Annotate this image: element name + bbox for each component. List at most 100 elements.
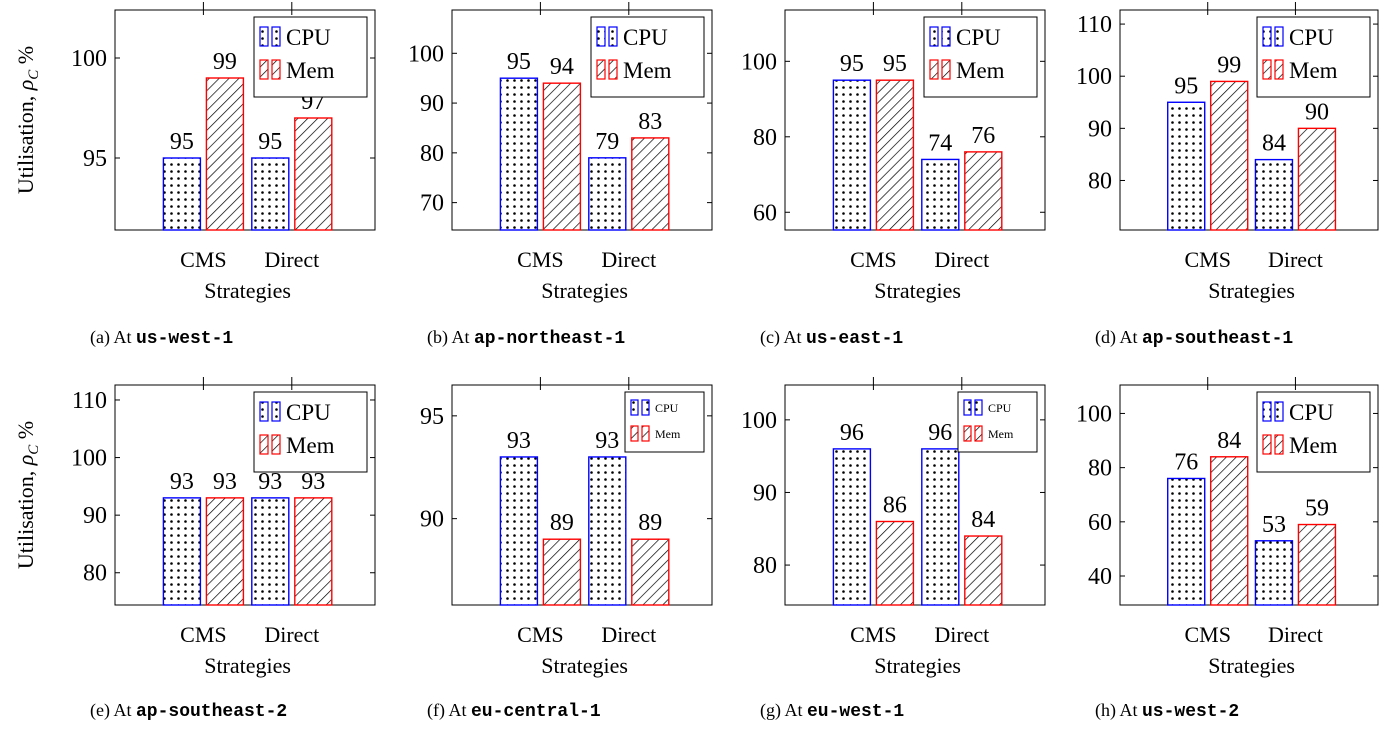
x-tick-label: CMS: [517, 622, 563, 647]
legend-label-mem: Mem: [623, 58, 672, 83]
x-tick-label: CMS: [1184, 247, 1230, 272]
data-label: 84: [1262, 131, 1286, 157]
legend-label-mem: Mem: [286, 433, 335, 458]
legend-swatch-mem: [641, 425, 650, 442]
y-axis-label: Utilisation, ρC %: [13, 421, 42, 569]
legend-label-mem: Mem: [286, 58, 335, 83]
legend-swatch-cpu: [929, 26, 939, 47]
data-label: 93: [595, 428, 619, 454]
legend-swatch-cpu: [1262, 26, 1272, 47]
data-label: 93: [301, 469, 325, 495]
legend-label-cpu: CPU: [655, 401, 679, 415]
legend: CPU Mem: [590, 16, 705, 98]
subfigure-caption: (f) At eu-central-1: [427, 700, 601, 722]
legend: CPU Mem: [923, 16, 1038, 98]
bar-cpu-direct: [1254, 540, 1294, 606]
y-tick-label: 90: [420, 507, 444, 533]
bar-cpu-direct: [588, 456, 627, 606]
y-tick-label: 60: [1088, 510, 1112, 536]
legend-label-mem: Mem: [1289, 58, 1338, 83]
bar-mem-cms: [1210, 80, 1249, 231]
legend-label-mem: Mem: [988, 427, 1014, 441]
y-axis-label-subscript: C: [26, 444, 42, 455]
caption-id: (d): [1095, 327, 1120, 348]
plot-frame: [784, 9, 1046, 231]
y-tick-label: 80: [1088, 456, 1112, 482]
data-label: 95: [258, 129, 282, 155]
data-label: 93: [170, 469, 194, 495]
chart-panel-3: 60 80 100 95 95 CMS 74 76 Direct Strategies CPU Mem…: [741, 2, 1046, 349]
bar-cpu-cms: [1167, 477, 1206, 606]
x-tick-label: CMS: [180, 247, 226, 272]
bar-cpu-cms: [162, 497, 202, 606]
y-tick-label: 80: [83, 561, 107, 587]
y-tick-label: 90: [1088, 116, 1112, 142]
legend-label-cpu: CPU: [988, 401, 1012, 415]
plot-frame: [114, 9, 376, 231]
legend-swatch-mem: [271, 59, 281, 80]
caption-prefix: At: [449, 700, 472, 720]
bar-cpu-cms: [1167, 101, 1206, 231]
data-label: 59: [1305, 496, 1329, 522]
subfigure-caption: (c) At us-east-1: [760, 327, 903, 349]
plot-frame: [1119, 9, 1379, 231]
legend-swatch-mem: [963, 425, 972, 442]
legend-swatch-cpu: [941, 26, 951, 47]
y-axis-label-symbol: ρ: [13, 455, 38, 467]
y-tick-label: 80: [753, 553, 777, 579]
caption-prefix: At: [783, 327, 806, 347]
x-tick-label: Direct: [1268, 622, 1323, 647]
legend-swatch-mem: [1274, 434, 1284, 455]
plot-frame: [451, 384, 713, 606]
y-tick-label: 95: [420, 404, 444, 430]
subfigure-caption: (d) At ap-southeast-1: [1095, 327, 1293, 349]
y-tick-label: 100: [71, 46, 107, 72]
data-label: 93: [507, 428, 531, 454]
data-label: 84: [1217, 428, 1241, 454]
x-tick-label: CMS: [180, 622, 226, 647]
y-tick-label: 60: [753, 200, 777, 226]
legend-swatch-mem: [259, 434, 269, 455]
legend-swatch-mem: [1262, 434, 1272, 455]
y-tick-label: 100: [408, 41, 444, 67]
y-axis-label-suffix: %: [13, 421, 38, 445]
caption-region: us-west-2: [1142, 702, 1239, 722]
caption-region: us-west-1: [136, 329, 233, 349]
legend-label-cpu: CPU: [1289, 400, 1334, 425]
x-tick-label: CMS: [850, 247, 896, 272]
data-label: 53: [1262, 512, 1286, 538]
caption-id: (h): [1095, 700, 1120, 721]
bar-mem-cms: [875, 79, 915, 231]
subfigure-caption: (e) At ap-southeast-2: [90, 700, 287, 722]
bar-mem-direct: [631, 538, 670, 606]
subfigure-caption: (b) At ap-northeast-1: [427, 327, 625, 349]
bar-cpu-cms: [499, 456, 539, 606]
bar-cpu-cms: [499, 77, 539, 231]
y-axis-label: Utilisation, ρC %: [13, 46, 42, 194]
y-tick-label: 90: [83, 503, 107, 529]
x-tick-label: Direct: [264, 247, 319, 272]
y-axis-label-suffix: %: [13, 46, 38, 70]
legend-label-cpu: CPU: [956, 25, 1001, 50]
data-label: 95: [883, 51, 907, 77]
data-label: 93: [258, 469, 282, 495]
y-tick-label: 40: [1088, 564, 1112, 590]
y-tick-label: 80: [420, 141, 444, 167]
x-axis-label: Strategies: [1208, 653, 1295, 678]
x-tick-label: Direct: [264, 622, 319, 647]
legend-swatch-cpu: [1262, 401, 1272, 422]
x-axis-label: Strategies: [541, 653, 628, 678]
plot-frame: [1119, 384, 1379, 606]
caption-prefix: At: [1120, 327, 1143, 347]
y-tick-label: 110: [1077, 12, 1112, 38]
x-axis-label: Strategies: [204, 278, 291, 303]
caption-region: ap-southeast-2: [136, 702, 287, 722]
legend-swatch-mem: [1262, 59, 1272, 80]
legend-label-mem: Mem: [956, 58, 1005, 83]
legend-swatch-mem: [974, 425, 983, 442]
legend-label-cpu: CPU: [286, 25, 331, 50]
data-label: 76: [1174, 449, 1198, 475]
x-tick-label: Direct: [934, 247, 989, 272]
data-label: 99: [1217, 52, 1241, 78]
legend-swatch-mem: [1274, 59, 1284, 80]
